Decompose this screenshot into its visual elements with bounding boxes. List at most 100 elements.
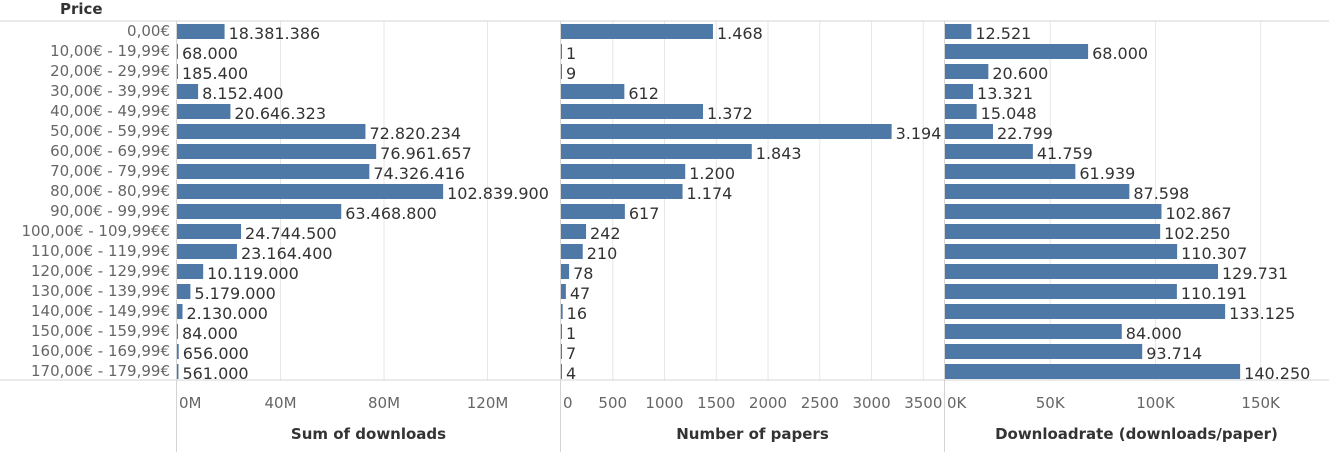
bar [561,44,562,59]
bar [945,284,1177,299]
bar [177,344,179,359]
category-label: 60,00€ - 69,99€ [50,142,170,160]
bar [945,144,1033,159]
tick-label: 0K [947,394,968,412]
bar [177,184,444,199]
tick-label: 150K [1241,394,1281,412]
value-label: 242 [590,224,621,243]
value-label: 1.200 [689,164,735,183]
grid-layer [280,21,1262,380]
category-label: 150,00€ - 159,99€ [31,322,170,340]
value-label: 561.000 [182,364,248,383]
category-label: 10,00€ - 19,99€ [50,42,170,60]
bar [945,304,1226,319]
bar [177,284,191,299]
category-label: 140,00€ - 149,99€ [31,302,170,320]
bar [561,184,683,199]
category-label: 90,00€ - 99,99€ [50,202,170,220]
value-label: 140.250 [1244,364,1310,383]
bar [177,44,178,59]
bar [561,64,562,79]
bar [561,104,704,119]
value-label: 133.125 [1229,304,1295,323]
category-label: 0,00€ [127,22,170,40]
value-label: 102.250 [1164,224,1230,243]
value-label: 1.372 [707,104,753,123]
category-label: 100,00€ - 109,99€€ [21,222,170,240]
bar [945,184,1130,199]
tick-label: 500 [598,394,627,412]
value-label: 74.326.416 [373,164,465,183]
bar [945,24,972,39]
value-label: 102.839.900 [447,184,549,203]
bar-layer [177,24,1241,379]
tick-label: 0M [179,394,202,412]
value-label: 63.468.800 [345,204,437,223]
value-label: 8.152.400 [202,84,283,103]
value-label: 20.600 [992,64,1048,83]
category-label: 40,00€ - 49,99€ [50,102,170,120]
bar [177,224,242,239]
value-label: 18.381.386 [229,24,321,43]
category-label: 70,00€ - 79,99€ [50,162,170,180]
tick-label: 3500 [904,394,942,412]
value-label: 23.164.400 [241,244,333,263]
value-label: 4 [566,364,576,383]
value-label: 68.000 [1092,44,1148,63]
value-label: 93.714 [1146,344,1202,363]
bar [945,64,989,79]
tick-label: 1000 [645,394,683,412]
bar [945,84,974,99]
bar [177,24,225,39]
value-label: 68.000 [182,44,238,63]
value-label: 3.194 [896,124,942,143]
value-label: 16 [567,304,587,323]
value-label: 84.000 [1126,324,1182,343]
tick-label: 40M [264,394,296,412]
bar [561,164,686,179]
tick-label: 2500 [801,394,839,412]
bar [177,264,204,279]
bar [561,144,752,159]
bar [945,364,1241,379]
category-label: 110,00€ - 119,99€ [31,242,170,260]
bar [945,164,1076,179]
category-label: 120,00€ - 129,99€ [31,262,170,280]
bar [177,144,377,159]
bar [945,204,1162,219]
value-label: 210 [587,244,618,263]
tick-label: 1500 [697,394,735,412]
value-label: 612 [628,84,659,103]
bar [945,104,977,119]
bar [561,324,562,339]
bar [177,304,183,319]
value-label: 10.119.000 [207,264,299,283]
category-label: 50,00€ - 59,99€ [50,122,170,140]
value-label: 87.598 [1133,184,1189,203]
tick-label: 2000 [749,394,787,412]
label-layer: 0,00€ 10,00€ - 19,99€ 20,00€ - 29,99€ 30,00… [21,22,1310,383]
value-label: 47 [570,284,590,303]
value-label: 12.521 [975,24,1031,43]
bar [177,244,237,259]
value-label: 1.468 [717,24,763,43]
bar [177,64,178,79]
bar [945,344,1143,359]
bar [561,84,625,99]
divider-layer [0,20,1329,452]
bar [177,104,231,119]
tick-label: 0 [563,394,573,412]
value-label: 20.646.323 [234,104,326,123]
tick-label: 3000 [852,394,890,412]
value-label: 5.179.000 [194,284,275,303]
value-label: 617 [629,204,660,223]
value-label: 61.939 [1079,164,1135,183]
axis-title-number-of-papers: Number of papers [676,425,829,443]
category-label: 20,00€ - 29,99€ [50,62,170,80]
value-label: 1 [566,44,576,63]
bar [945,324,1122,339]
value-label: 656.000 [183,344,249,363]
value-label: 185.400 [182,64,248,83]
category-label: 130,00€ - 139,99€ [31,282,170,300]
